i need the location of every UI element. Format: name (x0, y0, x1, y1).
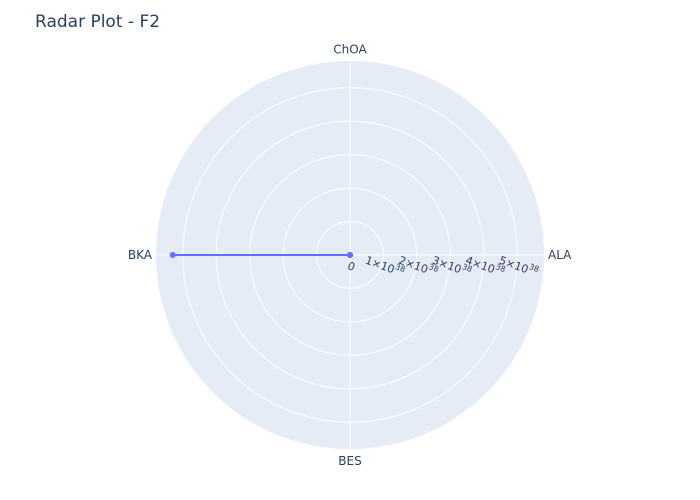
angular-axis-label: BKA (128, 248, 153, 262)
series-layer (169, 252, 353, 258)
series-point[interactable] (347, 252, 353, 258)
angular-axis-label: ChOA (333, 42, 367, 56)
angular-axis-label: BES (338, 454, 361, 468)
angular-axis-labels: ALA ChOA BKA BES (128, 42, 572, 468)
angular-axis-label: ALA (548, 248, 572, 262)
chart-title: Radar Plot - F2 (35, 12, 161, 32)
radial-tick-label: 0 (346, 259, 357, 274)
series-point[interactable] (169, 252, 176, 258)
